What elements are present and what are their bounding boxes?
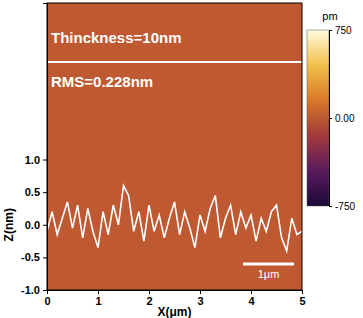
y-tick: 0.5 (25, 186, 47, 198)
y-tick: -0.5 (21, 251, 47, 263)
x-tick: 2 (146, 290, 152, 307)
x-tick-mark (200, 290, 201, 294)
colorbar-tick: 0.00 (329, 113, 355, 124)
x-tick: 0 (44, 290, 50, 307)
profile-line (47, 186, 302, 251)
colorbar-tick-mark (329, 118, 332, 119)
x-tick-mark (302, 290, 303, 294)
afm-image (47, 3, 302, 290)
colorbar-tick-mark (329, 30, 332, 31)
x-tick-label: 0 (44, 295, 50, 307)
x-tick-label: 5 (299, 295, 305, 307)
colorbar-axis-line (330, 31, 333, 207)
y-tick-mark (43, 160, 47, 161)
x-tick-label: 4 (248, 295, 255, 307)
y-tick-mark (43, 225, 47, 226)
y-tick-mark (43, 257, 47, 258)
colorbar (307, 30, 329, 206)
colorbar-tick-label: 0.00 (335, 113, 355, 124)
y-tick: -1.0 (21, 284, 47, 296)
annotation: Thinckness=10nm (51, 29, 181, 46)
colorbar-tick-mark (329, 206, 332, 207)
scale-bar (243, 263, 294, 266)
x-axis-line (48, 291, 303, 295)
colorbar-label: pm (322, 10, 337, 22)
annotation: RMS=0.228nm (51, 73, 153, 90)
y-tick-label: -0.5 (21, 251, 40, 263)
y-tick-mark (43, 290, 47, 291)
x-axis-title: X(μm) (157, 305, 191, 318)
colorbar-tick-label: 750 (335, 25, 352, 36)
plot-area (47, 186, 302, 251)
y-tick-label: 0.0 (25, 219, 40, 231)
scale-bar-label: 1μm (258, 268, 280, 280)
colorbar-tick: -750 (329, 201, 355, 212)
x-tick: 4 (248, 290, 255, 307)
x-tick: 5 (299, 290, 305, 307)
plot-frame (47, 3, 302, 290)
x-tick-mark (149, 290, 150, 294)
y-axis: -1.0 -0.5 0.0 0.5 1.0 (21, 4, 47, 297)
y-tick-label: -1.0 (21, 284, 40, 296)
separator (47, 61, 302, 63)
colorbar-tick: 750 (329, 25, 352, 36)
y-tick: 0.0 (25, 219, 47, 231)
chart: Thinckness=10nmRMS=0.228nm1μm012345-1.0-… (0, 0, 363, 318)
x-tick-label: 3 (197, 295, 203, 307)
y-tick-mark (43, 192, 47, 193)
colorbar-tick-label: -750 (335, 201, 355, 212)
x-tick-mark (98, 290, 99, 294)
x-tick: 1 (95, 290, 101, 307)
y-tick: 1.0 (25, 154, 47, 166)
y-tick-label: 0.5 (25, 186, 40, 198)
y-tick-label: 1.0 (25, 154, 40, 166)
x-tick: 3 (197, 290, 203, 307)
x-tick-mark (251, 290, 252, 294)
y-axis-title: Z(nm) (2, 208, 16, 241)
x-tick-label: 1 (95, 295, 101, 307)
colorbar-axis: 750 0.00 -750 (329, 25, 355, 212)
x-tick-label: 2 (146, 295, 152, 307)
